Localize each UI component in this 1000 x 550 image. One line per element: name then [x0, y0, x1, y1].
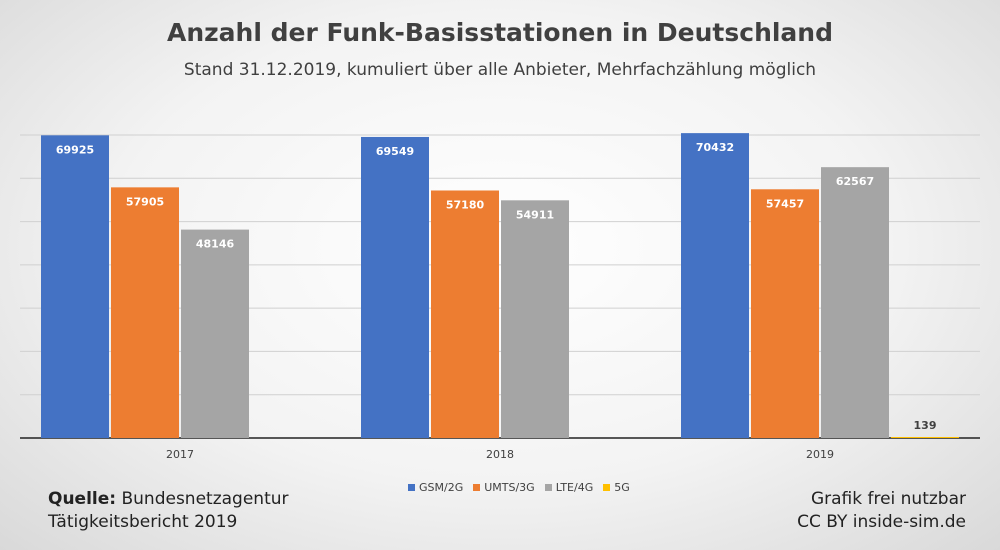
bar — [891, 437, 959, 438]
data-label: 57905 — [126, 195, 164, 208]
legend-swatch — [544, 483, 552, 491]
source-report: Tätigkeitsbericht 2019 — [48, 512, 238, 532]
source-note: Quelle: Bundesnetzagentur Tätigkeitsberi… — [48, 488, 289, 534]
legend-label: 5G — [614, 480, 630, 494]
legend-swatch — [408, 483, 415, 491]
x-tick-label: 2019 — [806, 448, 834, 461]
legend-item: 5G — [603, 481, 630, 494]
bar — [431, 190, 499, 438]
bar — [361, 136, 429, 438]
legend-item: GSM/2G — [408, 481, 463, 494]
source-name: Bundesnetzagentur — [121, 489, 289, 509]
legend-label: GSM/2G — [419, 480, 464, 494]
bar — [681, 133, 749, 438]
bar — [181, 229, 249, 438]
legend-item: UMTS/3G — [473, 480, 535, 494]
x-tick-label: 2017 — [166, 448, 194, 461]
source-label: Quelle: — [48, 489, 117, 509]
data-label: 139 — [914, 419, 937, 432]
legend-label: UMTS/3G — [484, 480, 535, 494]
legend: GSM/2G UMTS/3G LTE/4G 5G — [408, 476, 630, 498]
data-label: 69549 — [376, 145, 414, 158]
license-note: Grafik frei nutzbar CC BY inside-sim.de — [797, 488, 966, 534]
data-label: 62567 — [836, 175, 874, 188]
data-label: 57457 — [766, 197, 804, 210]
legend-swatch — [603, 483, 611, 491]
x-tick-label: 2018 — [486, 448, 514, 461]
bar — [501, 200, 569, 438]
legend-label: LTE/4G — [555, 480, 594, 494]
data-label: 48146 — [196, 238, 235, 251]
bar — [751, 189, 819, 438]
data-label: 70432 — [696, 141, 734, 154]
bar — [821, 167, 889, 439]
chart-title: Anzahl der Funk-Basisstationen in Deutsc… — [166, 18, 833, 47]
bar — [111, 187, 179, 438]
legend-item: LTE/4G — [544, 480, 594, 494]
data-label: 69925 — [56, 143, 94, 156]
license-line-1: Grafik frei nutzbar — [810, 489, 966, 509]
license-line-2: CC BY inside-sim.de — [797, 512, 966, 532]
legend-swatch — [473, 483, 481, 491]
data-label: 54911 — [516, 208, 554, 221]
chart-subtitle: Stand 31.12.2019, kumuliert über alle An… — [183, 60, 817, 80]
data-label: 57180 — [446, 198, 485, 211]
bar — [41, 135, 109, 438]
